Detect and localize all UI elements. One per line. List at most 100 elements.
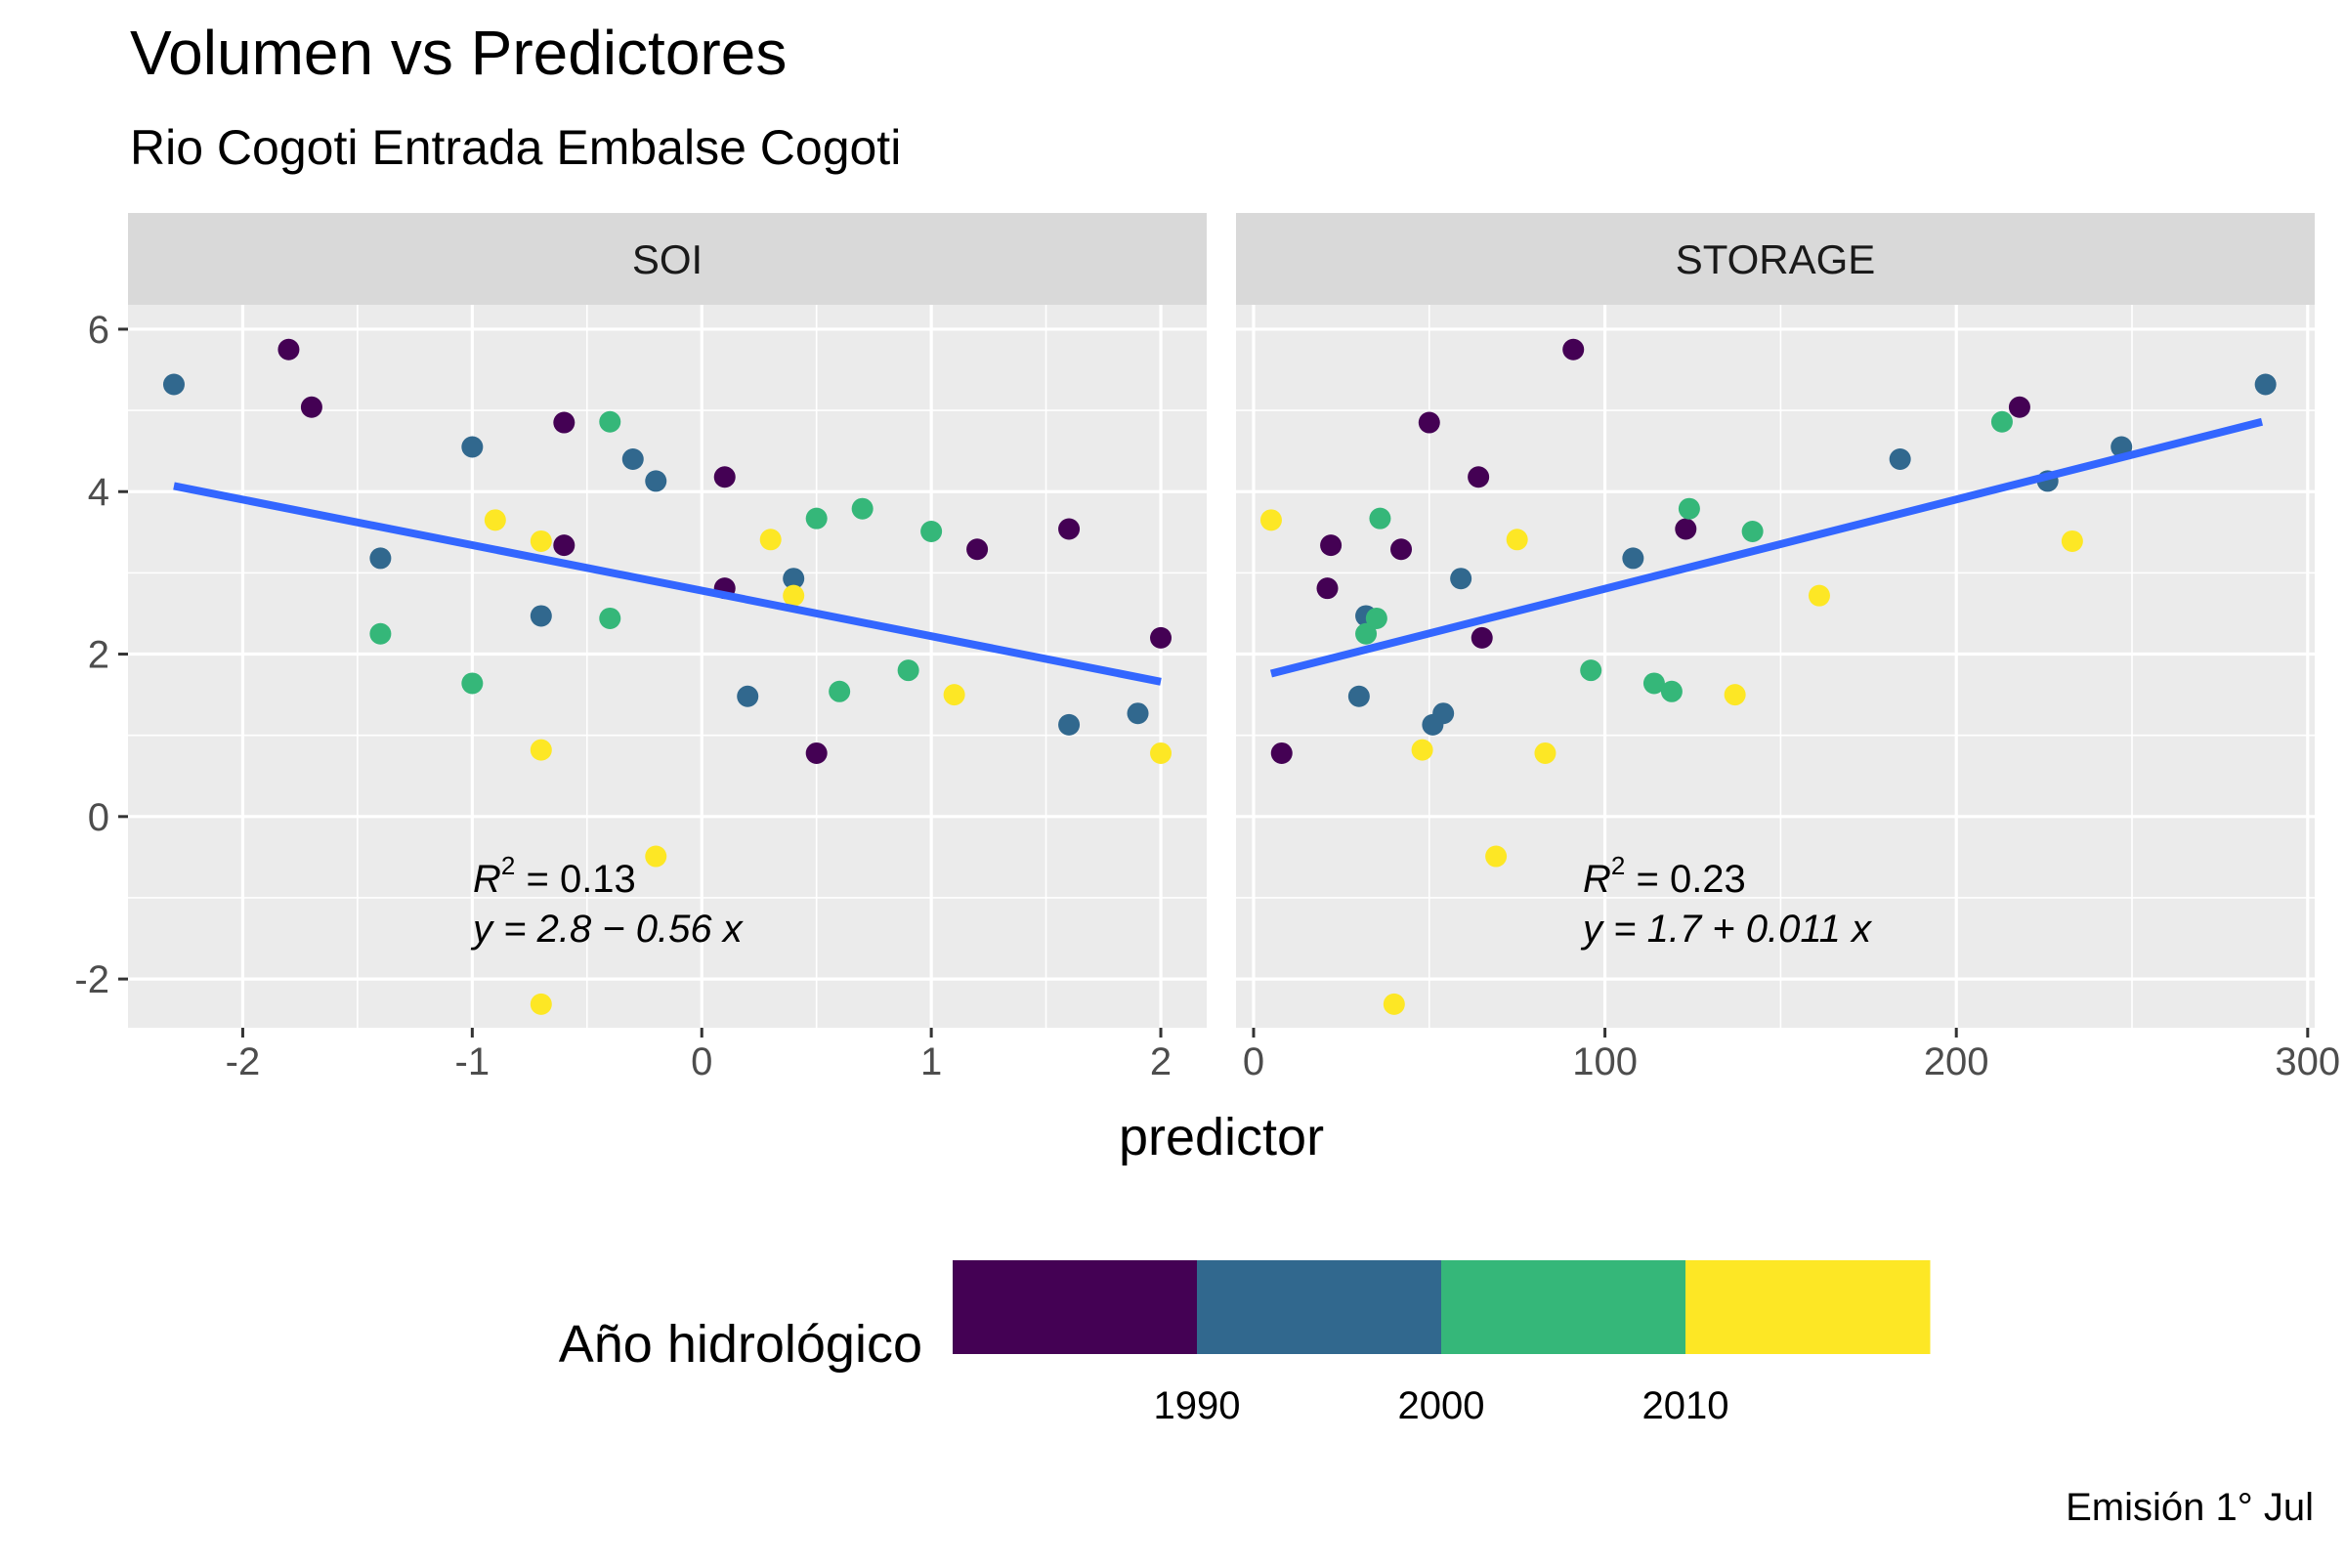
data-point <box>1471 626 1493 649</box>
data-point <box>1383 993 1405 1015</box>
data-point <box>1485 845 1508 868</box>
data-point <box>369 622 392 645</box>
data-point <box>1506 529 1528 551</box>
data-point <box>1678 497 1700 520</box>
x-tick-label: -1 <box>455 1040 490 1083</box>
facet-strip <box>1236 213 2315 305</box>
data-point <box>553 534 576 557</box>
x-tick-label: 0 <box>1243 1040 1264 1083</box>
data-point <box>1562 338 1585 360</box>
data-point <box>805 742 828 764</box>
x-tick-label: -2 <box>226 1040 261 1083</box>
data-point <box>1534 742 1556 764</box>
data-point <box>553 411 576 434</box>
data-point <box>1058 518 1081 540</box>
data-point <box>1808 584 1830 607</box>
regression-line <box>1269 417 2264 678</box>
chart-title: Volumen vs Predictores <box>130 18 787 88</box>
data-point <box>645 845 667 868</box>
data-point <box>530 530 552 552</box>
chart-subtitle: Rio Cogoti Entrada Embalse Cogoti <box>130 120 901 175</box>
legend-color-block <box>953 1260 1198 1354</box>
panel-background <box>128 305 1207 1028</box>
data-point <box>369 547 392 570</box>
data-point <box>1675 518 1697 540</box>
data-point <box>1316 577 1339 600</box>
legend-title: Año hidrológico <box>559 1315 922 1374</box>
r-symbol: R <box>473 858 501 901</box>
data-point <box>1150 742 1172 764</box>
data-point <box>1259 509 1282 531</box>
x-tick-label: 200 <box>1924 1040 1989 1083</box>
data-point <box>621 447 644 470</box>
data-point <box>805 507 828 530</box>
x-tick-label: 0 <box>691 1040 712 1083</box>
data-point <box>759 529 782 551</box>
data-point <box>645 470 667 492</box>
data-point <box>599 607 621 629</box>
x-tick-label: 2 <box>1150 1040 1172 1083</box>
data-point <box>1390 538 1413 561</box>
data-point <box>966 538 989 561</box>
data-point <box>1320 534 1343 557</box>
data-point <box>713 466 736 488</box>
data-point <box>1580 659 1602 682</box>
legend-color-block <box>1441 1260 1686 1354</box>
facet-strip-label: SOI <box>632 236 703 282</box>
data-point <box>1468 466 1490 488</box>
y-tick-label: -2 <box>74 958 109 1001</box>
data-point <box>1369 507 1391 530</box>
y-tick-label: 4 <box>88 471 109 514</box>
data-point <box>2061 530 2083 552</box>
data-point <box>1724 684 1746 706</box>
r-symbol: R <box>1583 858 1611 901</box>
data-point <box>1741 520 1764 542</box>
r-squared-value: = 0.23 <box>1625 858 1745 901</box>
data-point <box>1365 607 1387 629</box>
panel-background <box>1236 305 2315 1028</box>
data-point <box>783 568 805 590</box>
data-point <box>1127 702 1149 725</box>
y-tick-label: 6 <box>88 309 109 352</box>
x-tick-label: 1 <box>920 1040 942 1083</box>
data-point <box>162 373 185 396</box>
r-squared-annotation: R2 = 0.23 <box>1583 851 1746 901</box>
data-point <box>300 396 322 418</box>
x-tick-label: 300 <box>2275 1040 2340 1083</box>
facet-strip-label: STORAGE <box>1676 236 1876 282</box>
data-point <box>897 659 919 682</box>
data-point <box>461 436 484 458</box>
y-tick-label: 0 <box>88 796 109 839</box>
facet-panels: SOI-2 -1 0 1 2R2 = 0.13y = 2.8 − 0.56 xSTORA… <box>128 213 2340 1083</box>
data-point <box>1355 622 1378 645</box>
data-point <box>1150 626 1172 649</box>
data-point <box>277 338 300 360</box>
regression-equation: y = 2.8 − 0.56 x <box>470 908 745 951</box>
r-superscript: 2 <box>1611 851 1625 880</box>
data-point <box>1411 739 1433 761</box>
r-superscript: 2 <box>501 851 515 880</box>
data-point <box>737 685 759 707</box>
data-point <box>1432 702 1455 725</box>
regression-line <box>173 482 1162 686</box>
data-point <box>2008 396 2030 418</box>
chart-caption: Emisión 1° Jul <box>2066 1486 2314 1529</box>
data-point <box>1622 547 1644 570</box>
data-point <box>943 684 965 706</box>
data-point <box>920 520 943 542</box>
data-point <box>461 672 484 695</box>
data-point <box>1642 672 1665 695</box>
data-point <box>530 739 552 761</box>
regression-equation: y = 1.7 + 0.011 x <box>1580 908 1873 951</box>
x-axis-title: predictor <box>1119 1108 1324 1166</box>
data-point <box>1270 742 1293 764</box>
data-points <box>1259 338 2277 1015</box>
data-point <box>1889 447 1911 470</box>
y-tick-label: 2 <box>88 634 109 677</box>
data-point <box>1418 411 1440 434</box>
data-point <box>530 993 552 1015</box>
x-tick-label: 100 <box>1572 1040 1638 1083</box>
data-point <box>2254 373 2277 396</box>
